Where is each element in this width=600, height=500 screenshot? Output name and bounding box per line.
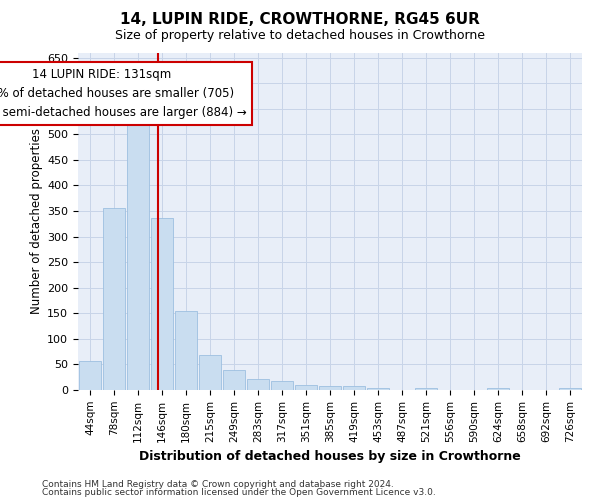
Bar	[271, 382, 293, 390]
Bar	[319, 386, 341, 390]
Bar	[343, 386, 365, 390]
Text: 14, LUPIN RIDE, CROWTHORNE, RG45 6UR: 14, LUPIN RIDE, CROWTHORNE, RG45 6UR	[120, 12, 480, 28]
Bar	[415, 388, 437, 390]
Bar	[487, 388, 509, 390]
Text: Contains HM Land Registry data © Crown copyright and database right 2024.: Contains HM Land Registry data © Crown c…	[42, 480, 394, 489]
X-axis label: Distribution of detached houses by size in Crowthorne: Distribution of detached houses by size …	[139, 450, 521, 463]
Bar	[223, 370, 245, 390]
Text: Contains public sector information licensed under the Open Government Licence v3: Contains public sector information licen…	[42, 488, 436, 497]
Bar	[175, 310, 197, 390]
Text: 14 LUPIN RIDE: 131sqm
← 44% of detached houses are smaller (705)
55% of semi-det: 14 LUPIN RIDE: 131sqm ← 44% of detached …	[0, 68, 247, 119]
Y-axis label: Number of detached properties: Number of detached properties	[30, 128, 43, 314]
Bar	[127, 116, 149, 390]
Bar	[559, 388, 581, 390]
Bar	[247, 379, 269, 390]
Bar	[79, 361, 101, 390]
Bar	[367, 388, 389, 390]
Bar	[199, 355, 221, 390]
Bar	[295, 385, 317, 390]
Bar	[103, 208, 125, 390]
Bar	[151, 218, 173, 390]
Text: Size of property relative to detached houses in Crowthorne: Size of property relative to detached ho…	[115, 29, 485, 42]
